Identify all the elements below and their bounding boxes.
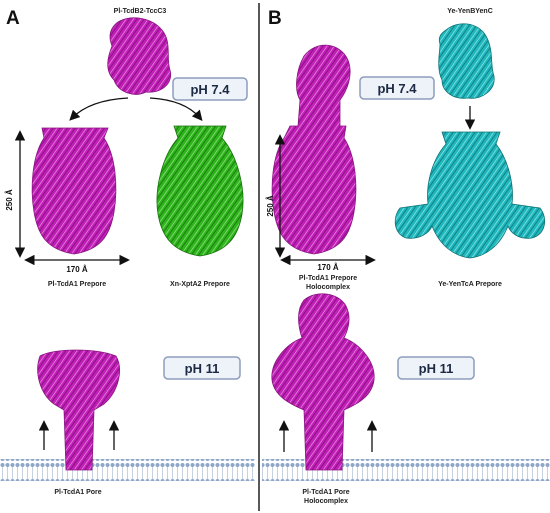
tcda1-pore-holocomplex-structure <box>272 294 374 470</box>
arrow-to-tcda1 <box>72 98 128 118</box>
arrow-to-xpta2 <box>150 98 200 118</box>
membrane-right <box>262 459 550 481</box>
panel-label-b: B <box>268 8 282 29</box>
yentca-prepore-caption: Ye-YenTcA Prepore <box>438 281 502 288</box>
tcda1-prepore-structure-a <box>32 128 116 254</box>
complex-caption-b: Ye-YenBYenC <box>447 8 493 15</box>
tcda1-pore-caption-a: Pl-TcdA1 Pore <box>54 489 101 496</box>
tcda1-prepore-caption-a: Pl-TcdA1 Prepore <box>48 281 106 288</box>
panel-label-a: A <box>6 8 20 29</box>
pore-holocomplex-caption-line2: Holocomplex <box>304 498 348 505</box>
holocomplex-caption-line2: Holocomplex <box>306 284 350 291</box>
ph-label-neutral-a: pH 7.4 <box>190 82 230 97</box>
height-dim-label-a: 250 Å <box>5 189 14 211</box>
ph-label-alkaline-a: pH 11 <box>185 361 220 376</box>
width-dim-label-a: 170 Å <box>66 265 88 274</box>
tcda1-holocomplex-structure <box>272 45 356 254</box>
holocomplex-caption-line1: Pl-TcdA1 Prepore <box>299 275 357 282</box>
height-dim-label-b: 250 Å <box>266 195 275 217</box>
ph-label-neutral-b: pH 7.4 <box>377 81 417 96</box>
ph-label-alkaline-b: pH 11 <box>419 361 454 376</box>
complex-caption-a: Pl-TcdB2-TccC3 <box>114 8 167 15</box>
xpta2-prepore-structure <box>157 126 243 256</box>
xpta2-prepore-caption: Xn-XptA2 Prepore <box>170 281 230 288</box>
membrane-left <box>0 459 255 481</box>
tcdb2-tccc3-structure <box>108 18 171 95</box>
width-dim-label-b: 170 Å <box>317 263 339 272</box>
yenbyenc-structure <box>439 24 494 99</box>
pore-holocomplex-caption-line1: Pl-TcdA1 Pore <box>302 489 349 496</box>
yentca-prepore-structure <box>395 132 544 258</box>
tcda1-pore-structure-a <box>38 350 120 470</box>
